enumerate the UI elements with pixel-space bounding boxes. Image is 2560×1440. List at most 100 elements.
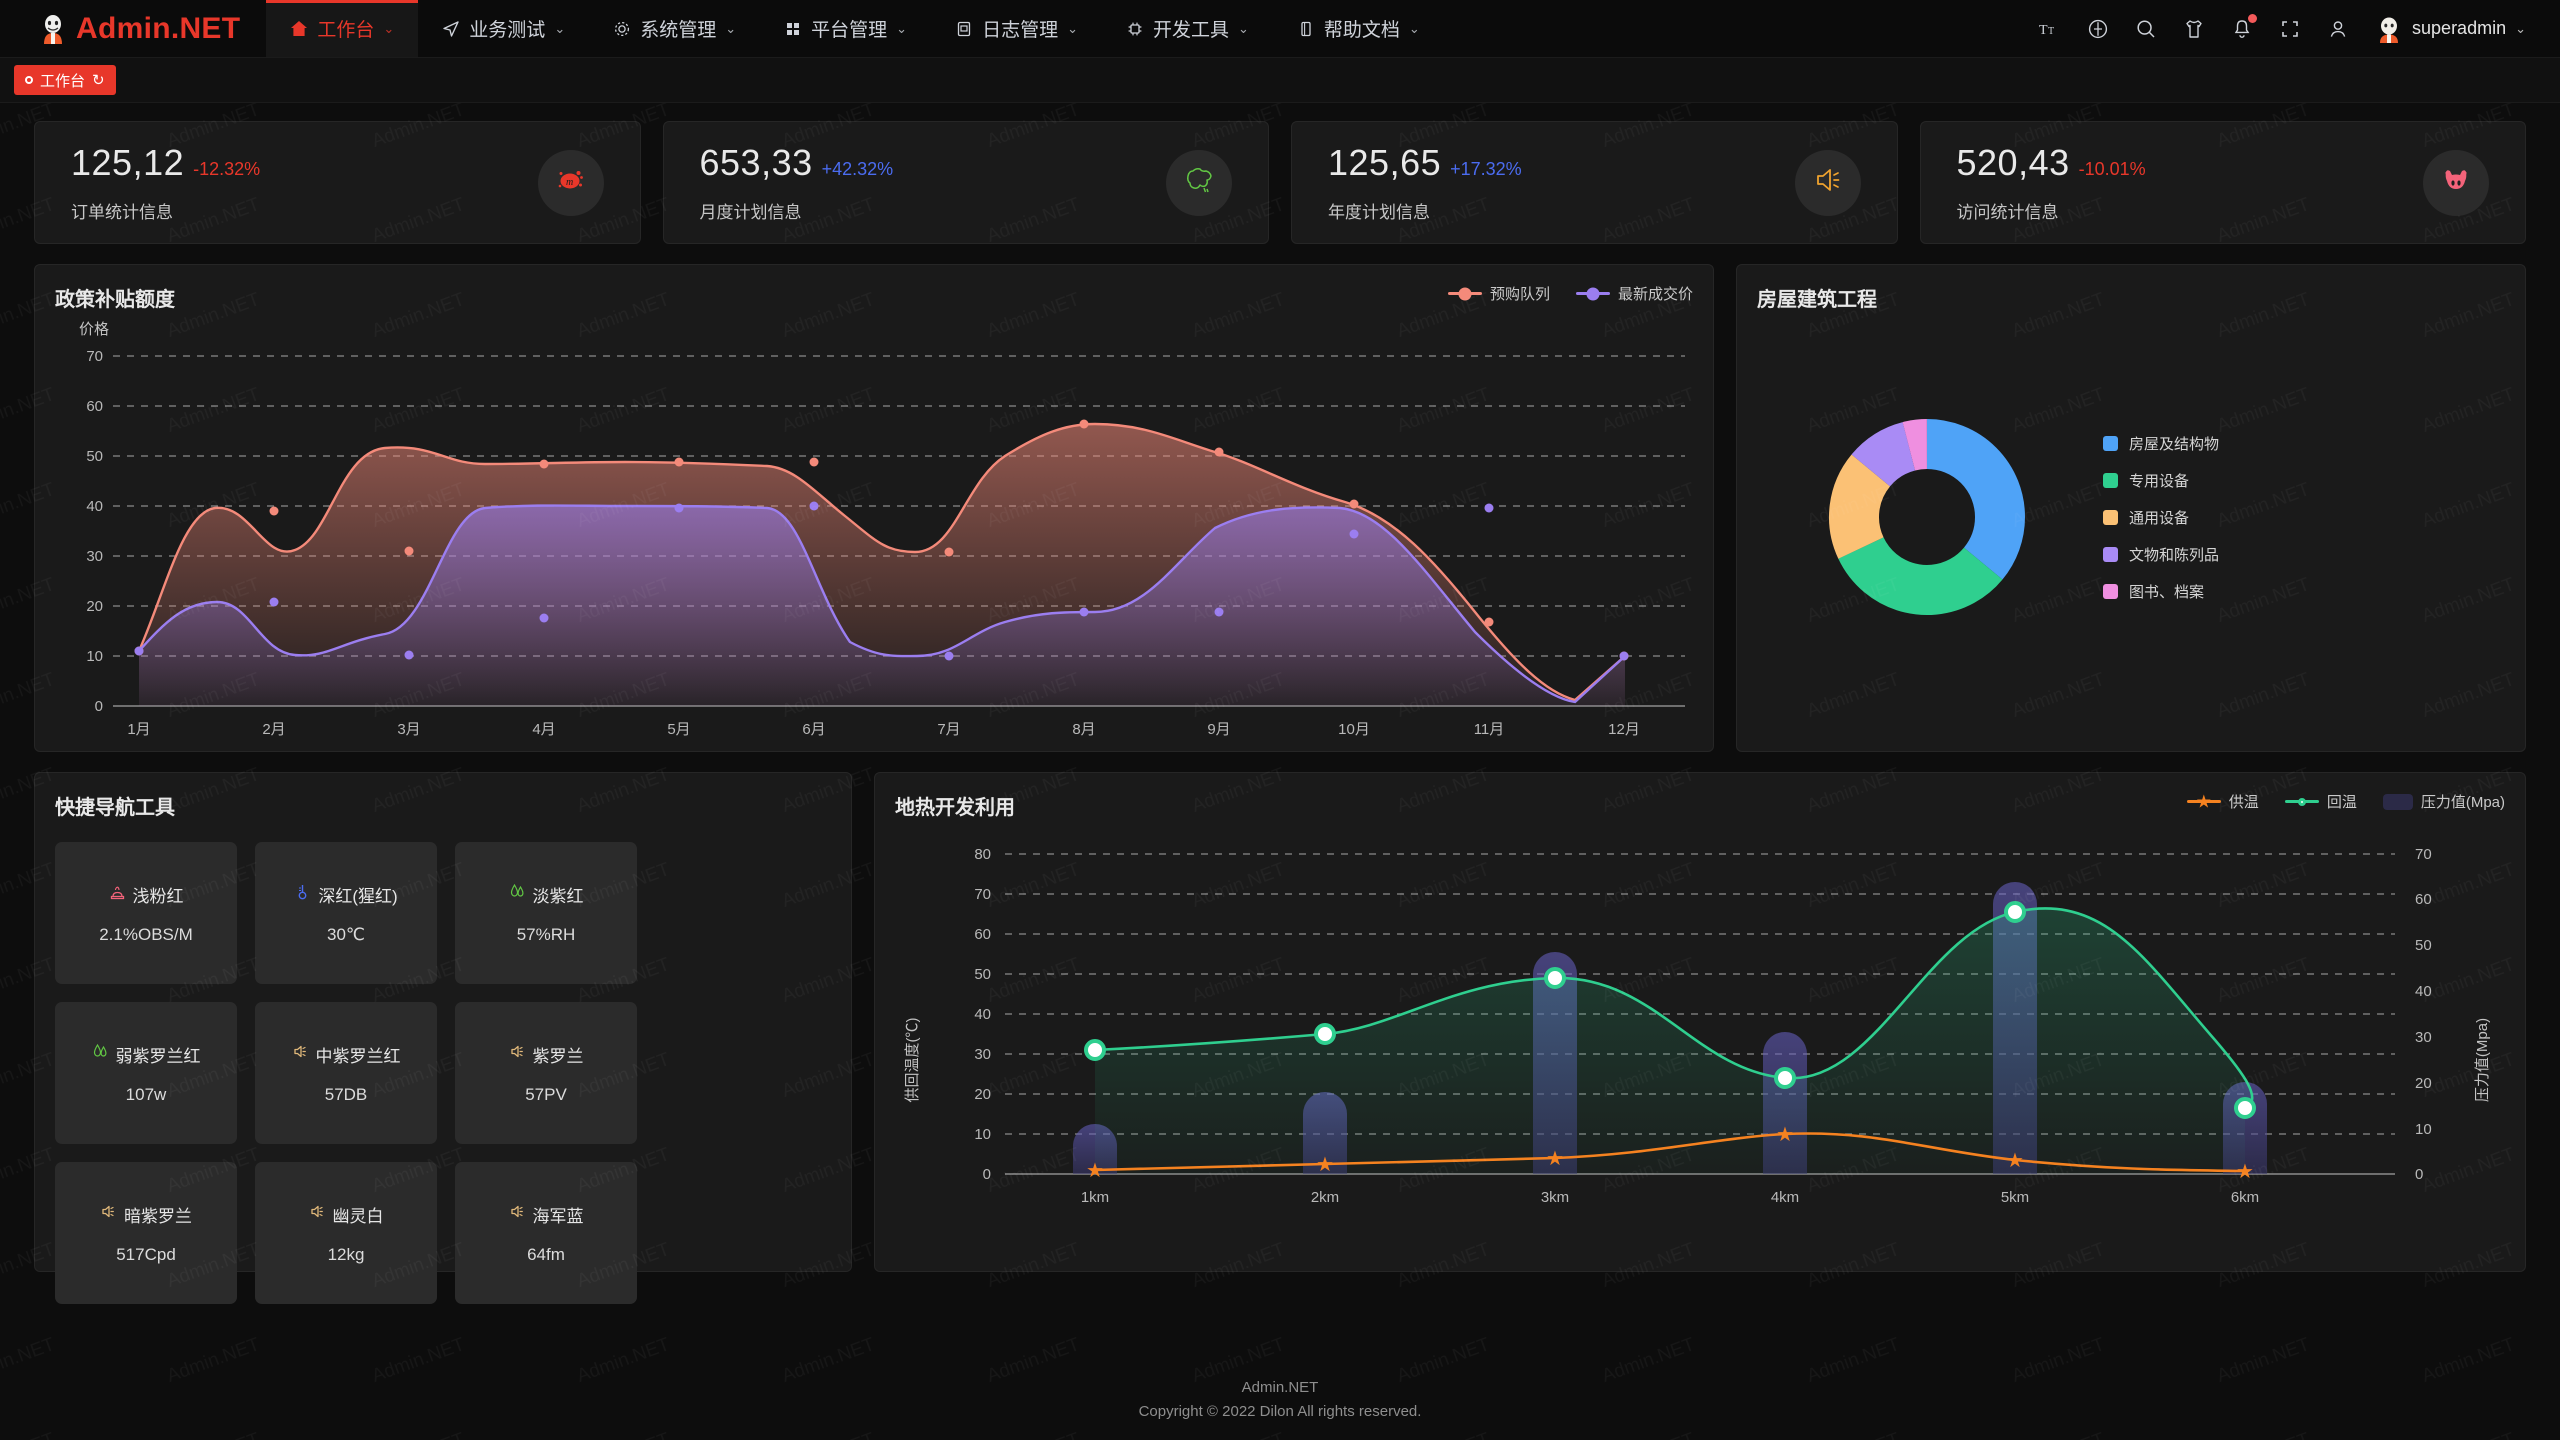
svg-text:10: 10 — [86, 648, 103, 665]
tab-workbench[interactable]: 工作台 ↻ — [14, 65, 116, 95]
legend-item-latest-price[interactable]: 最新成交价 — [1575, 283, 1693, 304]
nav-item-help-docs[interactable]: 帮助文档 ⌄ — [1273, 0, 1444, 57]
quicknav-tile[interactable]: 暗紫罗兰 517Cpd — [55, 1162, 237, 1304]
legend-label: 回温 — [2326, 794, 2357, 811]
stat-icon-wrap: m — [537, 149, 604, 216]
tile-name: 浅粉红 — [132, 886, 184, 906]
quicknav-tile[interactable]: 幽灵白 12kg — [255, 1162, 437, 1304]
tile-name: 海军蓝 — [532, 1206, 584, 1226]
quicknav-tile[interactable]: 深红(猩红) 30℃ — [255, 842, 437, 984]
nav-item-business-test[interactable]: 业务测试 ⌄ — [418, 0, 589, 57]
legend-item-artifacts[interactable]: 文物和陈列品 — [2103, 544, 2219, 565]
svg-text:20: 20 — [974, 1086, 991, 1103]
grid-icon — [784, 20, 802, 38]
legend-label: 压力值(Mpa) — [2420, 794, 2505, 811]
legend-marker — [1575, 287, 1610, 300]
svg-text:11月: 11月 — [1474, 721, 1505, 738]
quicknav-tile[interactable]: 弱紫罗兰红 107w — [55, 1002, 237, 1144]
stat-card-visits[interactable]: 520,43 -10.01% 访问统计信息 — [1919, 121, 2526, 244]
legend-item-pressure[interactable]: 压力值(Mpa) — [2382, 791, 2505, 812]
nav-item-dev-tools[interactable]: 开发工具 ⌄ — [1102, 0, 1273, 57]
notification-bell-icon[interactable] — [2231, 13, 2258, 40]
svg-text:20: 20 — [86, 598, 103, 615]
svg-text:10月: 10月 — [1338, 721, 1370, 738]
legend-item-structures[interactable]: 房屋及结构物 — [2103, 433, 2219, 454]
svg-text:2km: 2km — [1311, 1189, 1339, 1206]
nav-item-label: 日志管理 — [982, 20, 1059, 41]
weibo-icon: m — [554, 163, 588, 202]
notification-badge — [2248, 13, 2258, 23]
language-globe-icon[interactable] — [2087, 18, 2109, 40]
svg-text:80: 80 — [974, 846, 991, 863]
nav-item-log-manage[interactable]: 日志管理 ⌄ — [931, 0, 1102, 57]
legend-item-return-temp[interactable]: 回温 — [2284, 791, 2357, 812]
search-icon[interactable] — [2135, 18, 2157, 40]
legend-item-preorder[interactable]: 预购队列 — [1447, 283, 1550, 304]
svg-text:0: 0 — [983, 1166, 991, 1183]
stat-card-annual-plan[interactable]: 125,65 +17.32% 年度计划信息 — [1291, 121, 1898, 244]
tab-label: 工作台 — [40, 72, 86, 90]
svg-text:★: ★ — [1546, 1148, 1564, 1170]
document-icon — [955, 20, 973, 38]
stat-card-orders[interactable]: 125,12 -12.32% 订单统计信息 m — [34, 121, 641, 244]
svg-text:0: 0 — [95, 698, 103, 715]
chevron-down-icon: ⌄ — [1067, 20, 1078, 36]
stat-value: 125,65 — [1328, 142, 1442, 183]
top-navigation-bar: Admin.NET 工作台 ⌄ 业务测试 ⌄ 系统管理 ⌄ — [0, 0, 2560, 58]
user-icon[interactable] — [2327, 18, 2349, 40]
y-axis-title: 价格 — [79, 321, 109, 338]
fullscreen-icon[interactable] — [2279, 18, 2301, 40]
legend-item-books-archives[interactable]: 图书、档案 — [2103, 581, 2219, 602]
legend-item-supply-temp[interactable]: ★ 供温 — [2186, 791, 2259, 812]
theme-shirt-icon[interactable] — [2183, 18, 2205, 40]
legend-label: 供温 — [2228, 794, 2259, 811]
svg-text:★: ★ — [2236, 1161, 2254, 1183]
svg-text:★: ★ — [1776, 1124, 1794, 1146]
refresh-icon[interactable]: ↻ — [92, 72, 105, 89]
quicknav-tile[interactable]: 浅粉红 2.1%OBS/M — [55, 842, 237, 984]
nav-item-workbench[interactable]: 工作台 ⌄ — [266, 0, 419, 57]
stat-card-row: 125,12 -12.32% 订单统计信息 m 653,33 +42.32% — [34, 121, 2526, 244]
stat-icon-wrap — [1166, 149, 1232, 216]
svg-text:6月: 6月 — [802, 721, 825, 738]
donut-legend: 房屋及结构物 专用设备 通用设备 文物和陈列品 — [2103, 433, 2219, 602]
stat-card-monthly-plan[interactable]: 653,33 +42.32% 月度计划信息 — [662, 121, 1269, 244]
svg-text:30: 30 — [86, 548, 103, 565]
brand-logo[interactable]: Admin.NET — [0, 0, 266, 57]
chevron-down-icon: ⌄ — [383, 20, 395, 36]
nav-items: 工作台 ⌄ 业务测试 ⌄ 系统管理 ⌄ 平台管理 ⌄ — [266, 0, 1443, 57]
footer-copyright: Copyright © 2022 Dilon All rights reserv… — [1138, 1403, 1422, 1420]
svg-text:12月: 12月 — [1608, 721, 1640, 738]
svg-text:10: 10 — [2415, 1121, 2432, 1138]
stat-delta: +17.32% — [1450, 159, 1522, 179]
footer-brand: Admin.NET — [1241, 1379, 1319, 1396]
legend-item-special-equipment[interactable]: 专用设备 — [2103, 470, 2219, 491]
droplet-icon — [509, 883, 526, 905]
legend-item-general-equipment[interactable]: 通用设备 — [2103, 507, 2219, 528]
building-donut-chart — [1829, 419, 2025, 615]
tile-value: 64fm — [527, 1244, 565, 1264]
tile-name: 中紫罗兰红 — [315, 1046, 401, 1066]
quicknav-tile[interactable]: 淡紫红 57%RH — [455, 842, 637, 984]
svg-text:60: 60 — [974, 926, 991, 943]
svg-text:6km: 6km — [2231, 1189, 2259, 1206]
quicknav-tile[interactable]: 紫罗兰 57PV — [455, 1002, 637, 1144]
svg-text:1km: 1km — [1081, 1189, 1109, 1206]
chip-icon — [1126, 20, 1144, 38]
nav-item-platform-manage[interactable]: 平台管理 ⌄ — [760, 0, 931, 57]
panel-title: 房屋建筑工程 — [1757, 289, 1877, 311]
quicknav-tile[interactable]: 中紫罗兰红 57DB — [255, 1002, 437, 1144]
subsidy-legend: 预购队列 最新成交价 — [1447, 283, 1693, 304]
user-menu[interactable]: superadmin ⌄ — [2375, 15, 2526, 43]
legend-label: 通用设备 — [2129, 509, 2190, 527]
svg-text:50: 50 — [86, 448, 103, 465]
chevron-down-icon: ⌄ — [1238, 20, 1249, 36]
chevron-down-icon: ⌄ — [554, 20, 566, 36]
tile-value: 30℃ — [326, 924, 365, 944]
nav-item-system-manage[interactable]: 系统管理 ⌄ — [589, 0, 760, 57]
user-name: superadmin — [2412, 18, 2507, 38]
quicknav-tile[interactable]: 海军蓝 64fm — [455, 1162, 637, 1304]
chevron-down-icon: ⌄ — [725, 20, 737, 36]
svg-text:T: T — [2039, 23, 2048, 38]
